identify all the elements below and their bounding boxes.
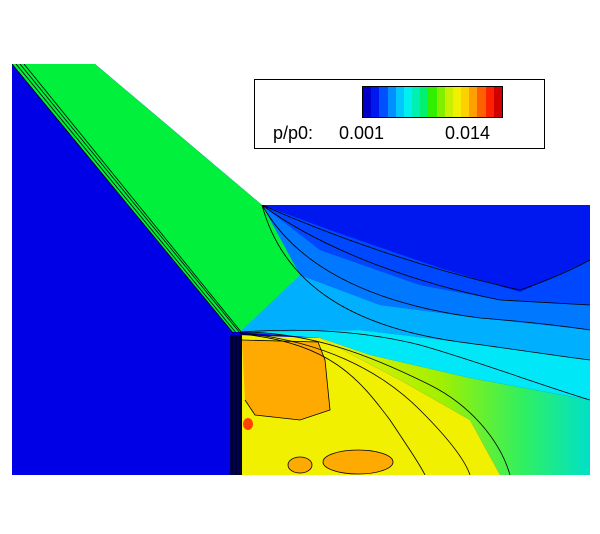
colorbar — [362, 86, 503, 118]
colorbar-swatch — [452, 87, 462, 117]
core-orange-blob-2 — [288, 457, 312, 473]
core-orange-region — [242, 340, 330, 420]
colorbar-swatch — [412, 87, 421, 117]
colorbar-swatch — [477, 87, 486, 117]
colorbar-swatch — [485, 87, 494, 117]
jet-region — [12, 64, 300, 332]
core-orange-blob-1 — [323, 450, 393, 474]
fan-band-2 — [262, 205, 590, 305]
colorbar-swatch — [444, 87, 453, 117]
colorbar-swatch — [395, 87, 404, 117]
colorbar-swatch — [493, 87, 502, 117]
colorbar-swatch — [469, 87, 478, 117]
legend-min-label: 0.001 — [339, 123, 385, 143]
colorbar-swatch — [371, 87, 380, 117]
legend-max-label: 0.014 — [445, 123, 491, 143]
colorbar-swatch — [436, 87, 445, 117]
core-red-spot — [243, 418, 253, 430]
colorbar-swatch — [363, 87, 372, 117]
fan-band-3 — [262, 205, 590, 330]
legend: p/p0: 0.001 0.014 — [254, 79, 545, 149]
colorbar-swatch — [428, 87, 437, 117]
colorbar-swatch — [387, 87, 396, 117]
colorbar-swatch — [403, 87, 413, 117]
colorbar-swatch — [420, 87, 429, 117]
fan-band-5 — [240, 330, 590, 400]
contour-lines — [12, 64, 590, 475]
colorbar-swatch — [461, 87, 470, 117]
legend-variable-label: p/p0: — [273, 123, 314, 143]
fan-band-6 — [320, 338, 590, 475]
fan-band-1 — [262, 205, 590, 292]
colorbar-swatch — [379, 87, 388, 117]
fan-band-4 — [240, 205, 590, 360]
